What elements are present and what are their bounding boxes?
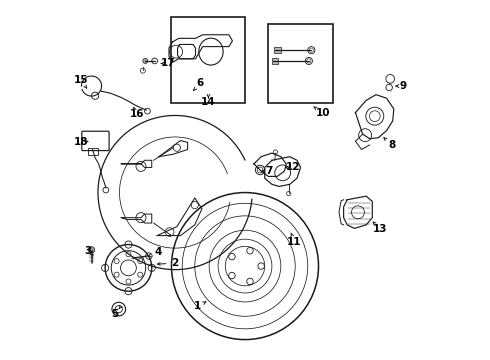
Circle shape [88, 247, 95, 253]
FancyBboxPatch shape [274, 47, 280, 53]
Text: 16: 16 [129, 109, 144, 119]
Text: 5: 5 [112, 309, 119, 319]
Bar [269, 24, 333, 103]
Text: 13: 13 [373, 225, 388, 234]
Text: 7: 7 [266, 166, 273, 176]
Text: 18: 18 [74, 138, 88, 147]
Text: 11: 11 [287, 237, 302, 247]
Text: 15: 15 [74, 75, 88, 85]
Text: 17: 17 [161, 58, 175, 68]
Text: 4: 4 [154, 247, 162, 257]
Text: 14: 14 [201, 97, 216, 107]
Text: 10: 10 [316, 108, 330, 118]
Text: 2: 2 [172, 258, 179, 268]
Circle shape [143, 58, 148, 63]
FancyBboxPatch shape [272, 58, 278, 64]
Text: 8: 8 [389, 140, 395, 150]
Text: 3: 3 [84, 246, 92, 256]
Text: 6: 6 [196, 78, 204, 88]
Text: 1: 1 [194, 301, 201, 311]
Text: 12: 12 [286, 162, 301, 172]
Bar [172, 17, 245, 103]
Text: 9: 9 [400, 81, 407, 91]
